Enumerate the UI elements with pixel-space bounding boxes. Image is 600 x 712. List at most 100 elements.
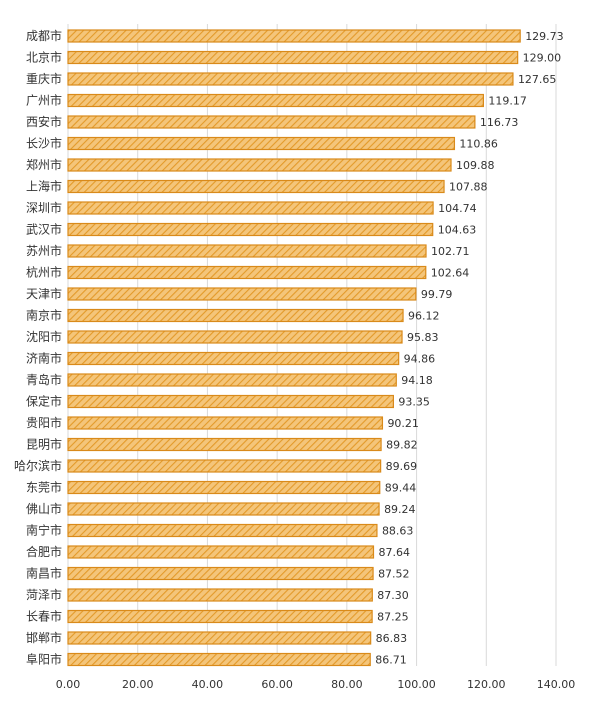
category-label: 保定市 <box>26 394 62 409</box>
value-label: 109.88 <box>456 159 495 172</box>
category-label: 青岛市 <box>26 372 62 387</box>
value-label: 127.65 <box>518 73 557 86</box>
category-label: 郑州市 <box>26 157 62 172</box>
category-label: 南京市 <box>26 308 62 323</box>
category-label: 沈阳市 <box>26 329 62 344</box>
value-label: 89.82 <box>386 439 418 452</box>
category-label: 昆明市 <box>26 437 62 452</box>
category-label: 南宁市 <box>26 523 62 538</box>
value-label: 87.30 <box>377 589 409 602</box>
category-label: 上海市 <box>26 179 62 194</box>
value-label: 87.25 <box>377 611 409 624</box>
category-label: 苏州市 <box>26 243 62 258</box>
value-label: 89.24 <box>384 503 416 516</box>
value-label: 94.18 <box>401 374 433 387</box>
bar <box>67 265 427 280</box>
value-label: 129.00 <box>523 52 562 65</box>
value-label: 102.71 <box>431 245 470 258</box>
category-label: 杭州市 <box>26 265 62 280</box>
category-labels: 成都市北京市重庆市广州市西安市长沙市郑州市上海市深圳市武汉市苏州市杭州市天津市南… <box>14 28 62 667</box>
bar <box>67 631 372 645</box>
bar <box>67 588 373 602</box>
value-label: 87.64 <box>378 546 410 559</box>
bar <box>67 179 445 194</box>
category-label: 南昌市 <box>26 566 62 581</box>
bar <box>67 394 394 409</box>
category-label: 菏泽市 <box>26 587 62 602</box>
x-tick-label: 20.00 <box>122 678 154 691</box>
category-label: 贵阳市 <box>26 415 62 430</box>
bars <box>67 29 521 667</box>
value-label: 96.12 <box>408 310 440 323</box>
value-label: 129.73 <box>525 30 564 43</box>
bar <box>67 459 382 473</box>
category-label: 佛山市 <box>26 501 62 516</box>
bar <box>67 480 381 495</box>
bar <box>67 115 476 129</box>
bar <box>67 502 380 516</box>
category-label: 东莞市 <box>26 480 62 495</box>
bar <box>67 72 514 86</box>
bar <box>67 201 434 215</box>
value-label: 87.52 <box>378 568 410 581</box>
x-axis-tick-labels: 0.00 20.00 40.00 60.00 80.00 100.00 120.00 140.… <box>56 678 576 691</box>
bar <box>67 29 521 43</box>
value-label: 110.86 <box>459 138 498 151</box>
x-tick-label: 0.00 <box>56 678 81 691</box>
bar <box>67 609 373 624</box>
value-label: 119.17 <box>488 95 527 108</box>
category-label: 哈尔滨市 <box>14 458 62 473</box>
category-label: 深圳市 <box>26 200 62 215</box>
x-tick-label: 40.00 <box>192 678 224 691</box>
category-label: 重庆市 <box>26 71 62 86</box>
category-label: 长春市 <box>26 609 62 624</box>
bar <box>67 93 484 108</box>
value-label: 89.44 <box>385 482 417 495</box>
value-label: 99.79 <box>421 288 453 301</box>
x-tick-label: 80.00 <box>331 678 363 691</box>
value-label: 90.21 <box>387 417 419 430</box>
category-label: 长沙市 <box>26 136 62 151</box>
value-label: 88.63 <box>382 525 414 538</box>
bar <box>67 308 404 323</box>
bar <box>67 136 456 151</box>
value-label: 104.74 <box>438 202 477 215</box>
category-label: 阜阳市 <box>26 652 62 667</box>
category-label: 邯郸市 <box>26 630 62 645</box>
value-label: 104.63 <box>438 224 477 237</box>
value-label: 116.73 <box>480 116 519 129</box>
bar <box>67 222 434 237</box>
bar <box>67 330 403 344</box>
gridlines <box>67 24 557 666</box>
x-tick-label: 140.00 <box>537 678 576 691</box>
value-label: 93.35 <box>398 396 430 409</box>
category-label: 济南市 <box>26 351 62 366</box>
bar <box>67 351 400 366</box>
x-tick-label: 60.00 <box>261 678 293 691</box>
value-labels: 129.73 129.00 127.65 119.17 116.73 110.86 109.… <box>375 30 563 667</box>
bar <box>67 373 397 387</box>
bar <box>67 523 378 538</box>
value-label: 86.83 <box>376 632 408 645</box>
value-label: 102.64 <box>431 267 470 280</box>
bar <box>67 287 417 301</box>
bar <box>67 50 519 65</box>
bar <box>67 244 427 258</box>
value-label: 94.86 <box>404 353 436 366</box>
category-label: 天津市 <box>26 286 62 301</box>
value-label: 107.88 <box>449 181 488 194</box>
bar <box>67 566 374 581</box>
bar <box>67 416 384 430</box>
x-tick-label: 100.00 <box>397 678 436 691</box>
category-label: 武汉市 <box>26 222 62 237</box>
value-label: 95.83 <box>407 331 439 344</box>
category-label: 成都市 <box>26 28 62 43</box>
value-label: 86.71 <box>375 654 407 667</box>
bar <box>67 437 382 452</box>
value-label: 89.69 <box>386 460 418 473</box>
category-label: 西安市 <box>26 114 62 129</box>
category-label: 合肥市 <box>26 544 62 559</box>
category-label: 北京市 <box>26 50 62 65</box>
bar <box>67 158 452 172</box>
